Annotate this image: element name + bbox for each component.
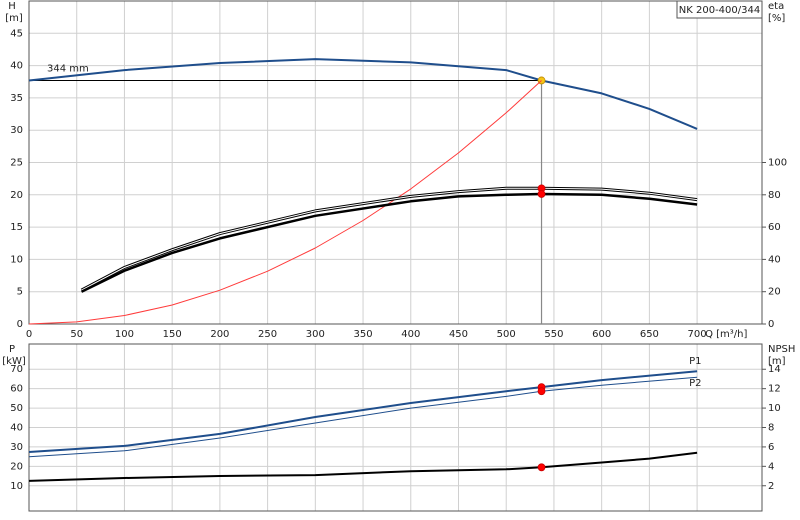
y2-tick-label: 6 [768, 442, 774, 453]
x-tick-label: 300 [306, 329, 325, 340]
y2-axis-unit: [m] [768, 356, 786, 367]
y2-tick-label: 80 [768, 190, 781, 201]
series-line [80, 192, 698, 293]
series-line [28, 370, 698, 453]
x-tick-label: 0 [26, 329, 32, 340]
y2-tick-label: 10 [768, 403, 781, 414]
series-line-core [81, 187, 698, 291]
x-tick-label: 150 [163, 329, 182, 340]
y-tick-label: 40 [10, 423, 23, 434]
x-tick-label: 650 [640, 329, 659, 340]
x-tick-label: 550 [544, 329, 563, 340]
y-tick-label: 10 [10, 254, 23, 265]
y2-axis-label: eta [768, 1, 784, 12]
x-tick-label: 400 [401, 329, 420, 340]
series-label: P2 [689, 378, 701, 389]
y2-tick-label: 12 [768, 384, 781, 395]
y-axis-unit: [kW] [2, 356, 26, 367]
y2-tick-label: 60 [768, 222, 781, 233]
chart-title: NK 200-400/344 [679, 5, 760, 16]
x-tick-label: 500 [497, 329, 516, 340]
y-tick-label: 40 [10, 61, 23, 72]
y2-axis-unit: [%] [768, 13, 785, 24]
y-tick-label: 20 [10, 190, 23, 201]
series-line [28, 376, 698, 458]
y-tick-label: 45 [10, 28, 23, 39]
series-line [28, 58, 698, 130]
y-tick-label: 70 [10, 364, 23, 375]
y2-tick-label: 0 [768, 319, 774, 330]
y2-tick-label: 20 [768, 287, 781, 298]
duty-marker [537, 190, 546, 198]
x-tick-label: 250 [258, 329, 277, 340]
x-tick-label: 50 [70, 329, 83, 340]
y-axis-label: H [8, 1, 16, 12]
x-tick-label: 100 [115, 329, 134, 340]
y-axis-unit: [m] [5, 13, 23, 24]
x-tick-label: 200 [210, 329, 229, 340]
x-tick-label: 700 [688, 329, 707, 340]
duty-marker [537, 387, 546, 396]
y-tick-label: 20 [10, 461, 23, 472]
y2-tick-label: 2 [768, 481, 774, 492]
y-tick-label: 50 [10, 403, 23, 414]
x-tick-label: 600 [592, 329, 611, 340]
series-line [28, 80, 542, 325]
y2-tick-label: 100 [768, 158, 787, 169]
y2-tick-label: 14 [768, 364, 781, 375]
y-tick-label: 5 [17, 287, 23, 298]
duty-marker [537, 463, 546, 472]
x-tick-label: 350 [354, 329, 373, 340]
y2-tick-label: 4 [768, 461, 774, 472]
x-tick-label: 450 [449, 329, 468, 340]
series-label: P1 [689, 356, 701, 367]
plot-frame [28, 343, 763, 512]
y-tick-label: 60 [10, 384, 23, 395]
x-axis-label: Q [m³/h] [705, 329, 747, 340]
y-tick-label: 0 [17, 319, 23, 330]
annotation: 344 mm [47, 63, 89, 74]
y-tick-label: 30 [10, 442, 23, 453]
y-tick-label: 35 [10, 93, 23, 104]
y-tick-label: 10 [10, 481, 23, 492]
y2-tick-label: 8 [768, 423, 774, 434]
title-box [676, 0, 763, 19]
y-tick-label: 30 [10, 125, 23, 136]
y-tick-label: 15 [10, 222, 23, 233]
plot-frame [28, 0, 763, 325]
y-tick-label: 25 [10, 158, 23, 169]
series-line [28, 451, 698, 482]
y-axis-label: P [9, 344, 15, 355]
y2-tick-label: 40 [768, 254, 781, 265]
y2-axis-label: NPSH [768, 344, 795, 355]
